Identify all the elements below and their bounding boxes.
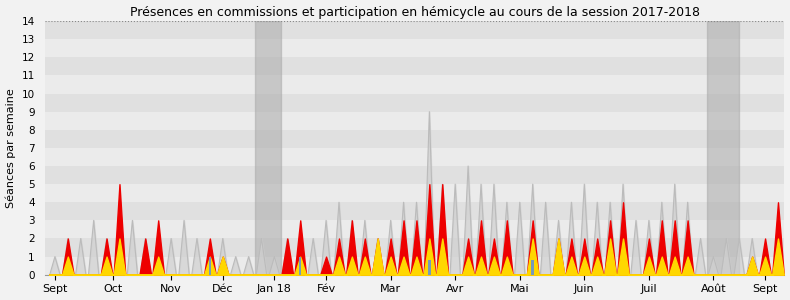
Bar	[532, 260, 534, 275]
Bar	[44, 130, 784, 148]
Bar	[44, 39, 784, 57]
Bar	[44, 76, 784, 94]
Bar	[44, 184, 784, 202]
Bar	[209, 256, 211, 275]
Bar	[44, 112, 784, 130]
Bar	[44, 220, 784, 238]
Bar	[707, 21, 739, 275]
Bar	[44, 94, 784, 112]
Bar	[428, 260, 431, 275]
Bar	[299, 256, 302, 275]
Y-axis label: Séances par semaine: Séances par semaine	[6, 88, 16, 208]
Bar	[44, 202, 784, 220]
Bar	[44, 57, 784, 76]
Bar	[44, 21, 784, 39]
Bar	[44, 256, 784, 275]
Bar	[44, 166, 784, 184]
Bar	[44, 3, 784, 21]
Title: Présences en commissions et participation en hémicycle au cours de la session 20: Présences en commissions et participatio…	[130, 6, 699, 19]
Bar	[44, 148, 784, 166]
Bar	[44, 238, 784, 256]
Bar	[255, 21, 281, 275]
